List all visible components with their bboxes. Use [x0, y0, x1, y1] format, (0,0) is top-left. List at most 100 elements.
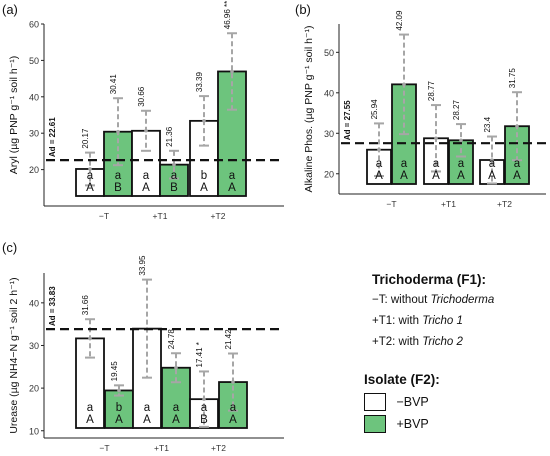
x-tick-label: −T [99, 443, 109, 453]
legend-factor1-item-t2: +T2: with Tricho 2 [372, 336, 463, 348]
letter-upper: A [513, 170, 521, 182]
legend-factor1-item-t0: −T: without Trichoderma [372, 294, 495, 306]
y-tick-label: 40 [29, 298, 39, 308]
letter-lower: a [514, 158, 521, 170]
letter-upper: A [228, 182, 236, 194]
legend-factor1-title: Trichoderma (F1): [372, 272, 487, 287]
data-label: 30.66 [137, 86, 146, 107]
data-label: 30.41 [109, 74, 118, 95]
panel-label: (c) [2, 240, 17, 255]
chart-panel-b: (b) 20 30 40 50 Alkaline Phos. (µg PNP g⁻¹ so… [295, 2, 546, 209]
data-label: 33.39 [195, 72, 204, 93]
legend-factor1-item-t1: +T1: with Tricho 1 [372, 315, 463, 327]
letter-upper: B [170, 182, 178, 194]
y-tick-label: 50 [324, 48, 334, 58]
data-label: 46.96 ** [223, 1, 232, 29]
letter-upper: A [229, 414, 237, 426]
data-label: 21.36 [165, 126, 174, 147]
letter-lower: b [201, 170, 207, 182]
letter-upper: A [86, 414, 94, 426]
data-label: 25.94 [370, 99, 379, 120]
x-tick-label: +T1 [154, 443, 169, 453]
mean-point [230, 69, 234, 74]
mean-point [88, 167, 92, 171]
data-label: 28.27 [452, 100, 461, 121]
panel-label: (b) [295, 2, 311, 17]
mean-point [117, 388, 121, 393]
letter-lower: a [87, 402, 94, 414]
mean-point [377, 147, 381, 152]
x-tick-label: +T1 [153, 211, 168, 221]
bar-plus-bvp-1 [448, 139, 474, 185]
letter-lower: a [201, 402, 208, 414]
y-tick-label: 20 [324, 169, 334, 179]
legend-swatch-minus-bvp [364, 393, 386, 411]
x-tick-label: −T [99, 211, 109, 221]
y-tick-label: 30 [324, 129, 334, 139]
data-label: 19.45 [110, 361, 119, 382]
letter-lower: a [173, 402, 180, 414]
y-tick-label: 20 [29, 165, 39, 175]
letter-lower: a [143, 170, 150, 182]
y-tick-label: 50 [29, 56, 39, 66]
letter-lower: a [87, 170, 94, 182]
letter-upper: A [172, 414, 180, 426]
y-tick-label: 40 [324, 88, 334, 98]
mean-point [434, 136, 438, 141]
mean-point [459, 138, 463, 143]
data-label: 21.42 [224, 329, 233, 350]
mean-point [116, 129, 120, 134]
data-label: 24.78 [167, 329, 176, 350]
x-tick-label: +T2 [211, 443, 226, 453]
chart-panel-a: (a) 20 30 40 50 60 Aryl (µg PNP g⁻¹ soil h⁻¹) 2… [2, 1, 284, 221]
legend-item-plus-bvp: +BVP [364, 415, 539, 434]
legend-item-minus-bvp: −BVP [364, 393, 539, 411]
legend-factor1: Trichoderma (F1): −T: without Trichoderm… [372, 272, 547, 348]
y-tick-label: 60 [29, 20, 39, 30]
letter-lower: a [229, 170, 236, 182]
letter-upper: A [400, 170, 408, 182]
letter-upper: A [143, 414, 151, 426]
reference-label: Ad = 22.61 [48, 117, 57, 157]
legend-factor2: Isolate (F2): −BVP +BVP [364, 372, 539, 434]
mean-point [144, 128, 148, 133]
letter-lower: a [401, 158, 408, 170]
letter-lower: a [230, 402, 237, 414]
mean-point [202, 397, 206, 401]
panel-label: (a) [2, 2, 18, 17]
x-tick-label: −T [386, 199, 396, 209]
letter-lower: a [115, 170, 122, 182]
y-tick-label: 10 [29, 426, 39, 436]
letter-lower: a [489, 158, 496, 170]
reference-label: Ad = 33.83 [48, 286, 57, 326]
letter-lower: a [433, 158, 440, 170]
mean-point [402, 82, 406, 87]
data-label: 23.4 [483, 116, 492, 132]
letter-upper: A [432, 170, 440, 182]
bar-minus-bvp-2 [189, 119, 219, 197]
mean-point [174, 365, 178, 370]
mean-point [231, 380, 235, 384]
letter-upper: A [488, 170, 496, 182]
legend-swatch-plus-bvp [364, 415, 386, 434]
letter-upper: A [86, 182, 94, 194]
data-label: 20.17 [81, 128, 90, 149]
y-tick-label: 30 [29, 341, 39, 351]
data-label: 31.75 [508, 68, 517, 89]
y-tick-label: 20 [29, 384, 39, 394]
letter-lower: a [144, 402, 151, 414]
letter-lower: a [376, 158, 383, 170]
letter-upper: B [200, 414, 208, 426]
x-tick-label: +T2 [497, 199, 512, 209]
data-label: 33.95 [138, 255, 147, 276]
x-tick-label: +T2 [211, 211, 226, 221]
letter-upper: A [142, 182, 150, 194]
data-label: 17.41 * [195, 342, 204, 367]
letter-lower: a [171, 170, 178, 182]
data-label: 42.09 [395, 10, 404, 31]
reference-label: Ad = 27.55 [343, 100, 352, 140]
bar-minus-bvp-1 [131, 129, 161, 197]
mean-point [515, 124, 519, 129]
